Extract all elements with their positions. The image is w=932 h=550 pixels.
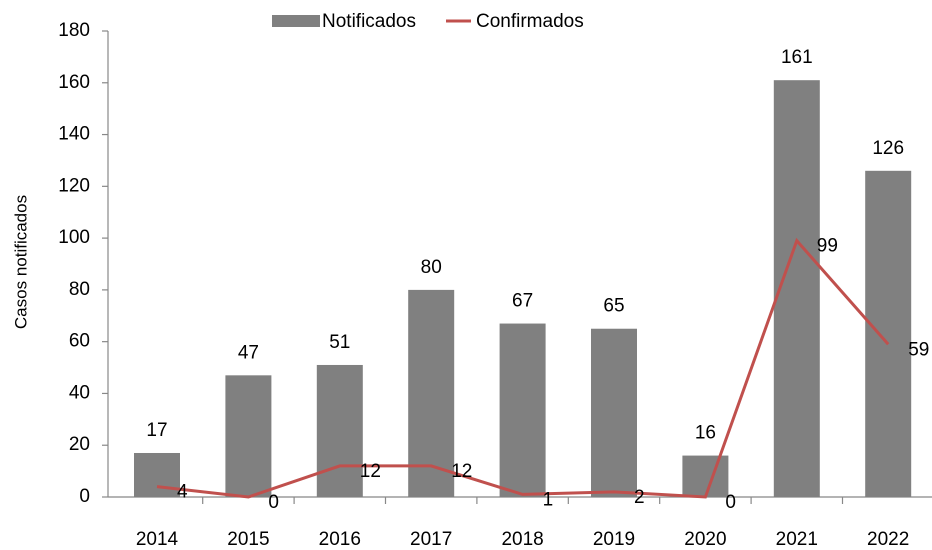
y-tick-label: 140 <box>58 124 90 145</box>
x-tick-label: 2014 <box>136 529 179 550</box>
line-value-label: 0 <box>268 492 279 513</box>
bar <box>773 80 820 497</box>
legend-swatch <box>272 15 320 27</box>
x-tick-label: 2016 <box>319 529 361 550</box>
x-tick-label: 2015 <box>227 529 269 550</box>
bar <box>225 375 272 497</box>
bar-value-label: 47 <box>238 342 259 363</box>
bar-value-label: 65 <box>603 296 624 317</box>
y-tick-label: 160 <box>58 72 90 93</box>
bar-value-label: 67 <box>512 291 533 312</box>
bar <box>865 170 912 498</box>
bar <box>682 455 729 497</box>
x-tick-label: 2022 <box>867 529 909 550</box>
y-tick-label: 40 <box>69 382 90 403</box>
bar-value-label: 51 <box>329 332 350 353</box>
line-value-label: 2 <box>634 487 645 508</box>
y-tick-label: 20 <box>69 434 90 455</box>
line <box>156 237 890 499</box>
y-axis-label: Casos notificados <box>11 195 30 329</box>
bar <box>591 328 637 497</box>
legend-label: Confirmados <box>476 11 584 32</box>
y-tick-label: 0 <box>79 486 90 507</box>
legend-label: Notificados <box>322 11 416 32</box>
y-tick-label: 100 <box>58 227 90 248</box>
bar <box>408 289 455 497</box>
line-value-label: 4 <box>177 482 188 503</box>
x-tick-label: 2019 <box>593 529 635 550</box>
bar-value-label: 17 <box>146 420 167 441</box>
y-tick-label: 60 <box>69 331 90 352</box>
line-value-label: 59 <box>908 339 929 360</box>
line-value-label: 1 <box>543 489 554 510</box>
bar <box>134 452 180 497</box>
bar-value-label: 80 <box>421 257 442 278</box>
bar-value-label: 126 <box>872 138 904 159</box>
bar-value-label: 161 <box>781 47 813 68</box>
line-value-label: 12 <box>451 461 472 482</box>
line-value-label: 0 <box>725 492 736 513</box>
y-tick-label: 120 <box>58 175 90 196</box>
line-value-label: 12 <box>360 461 381 482</box>
bar <box>499 323 546 497</box>
line-value-label: 99 <box>817 236 838 257</box>
y-tick-label: 80 <box>69 279 90 300</box>
bar <box>316 364 363 497</box>
x-tick-label: 2020 <box>684 529 726 550</box>
y-tick-label: 180 <box>58 20 90 41</box>
x-tick-label: 2021 <box>776 529 818 550</box>
x-tick-label: 2018 <box>501 529 543 550</box>
bar-value-label: 16 <box>695 423 716 444</box>
x-tick-label: 2017 <box>410 529 452 550</box>
